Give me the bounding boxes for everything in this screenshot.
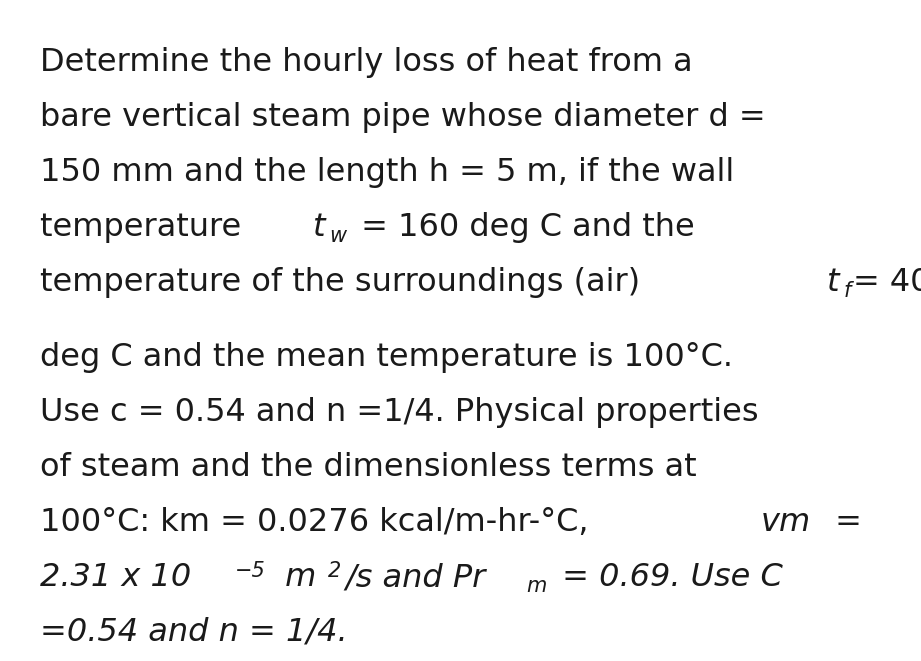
Text: 2.31 x 10: 2.31 x 10	[40, 562, 192, 593]
Text: = 0.69. Use C: = 0.69. Use C	[553, 562, 783, 593]
Text: =0.54 and n = 1/4.: =0.54 and n = 1/4.	[40, 617, 347, 648]
Text: t: t	[827, 267, 840, 298]
Text: vm: vm	[761, 507, 810, 538]
Text: /s and Pr: /s and Pr	[345, 562, 485, 593]
Text: of steam and the dimensionless terms at: of steam and the dimensionless terms at	[40, 452, 696, 483]
Text: temperature of the surroundings (air): temperature of the surroundings (air)	[40, 267, 650, 298]
Text: 100°C: km = 0.0276 kcal/m-hr-°C,: 100°C: km = 0.0276 kcal/m-hr-°C,	[40, 507, 599, 538]
Text: Determine the hourly loss of heat from a: Determine the hourly loss of heat from a	[40, 47, 693, 78]
Text: f: f	[844, 281, 851, 301]
Text: deg C and the mean temperature is 100°C.: deg C and the mean temperature is 100°C.	[40, 342, 733, 373]
Text: m: m	[526, 576, 546, 596]
Text: = 160 deg C and the: = 160 deg C and the	[351, 212, 694, 243]
Text: −5: −5	[235, 561, 266, 581]
Text: bare vertical steam pipe whose diameter d =: bare vertical steam pipe whose diameter …	[40, 102, 765, 133]
Text: =: =	[825, 507, 862, 538]
Text: temperature: temperature	[40, 212, 251, 243]
Text: 2: 2	[328, 561, 342, 581]
Text: Use c = 0.54 and n =1/4. Physical properties: Use c = 0.54 and n =1/4. Physical proper…	[40, 397, 759, 428]
Text: = 40: = 40	[853, 267, 921, 298]
Text: 150 mm and the length h = 5 m, if the wall: 150 mm and the length h = 5 m, if the wa…	[40, 157, 734, 188]
Text: m: m	[274, 562, 316, 593]
Text: t: t	[313, 212, 325, 243]
Text: w: w	[329, 226, 346, 246]
